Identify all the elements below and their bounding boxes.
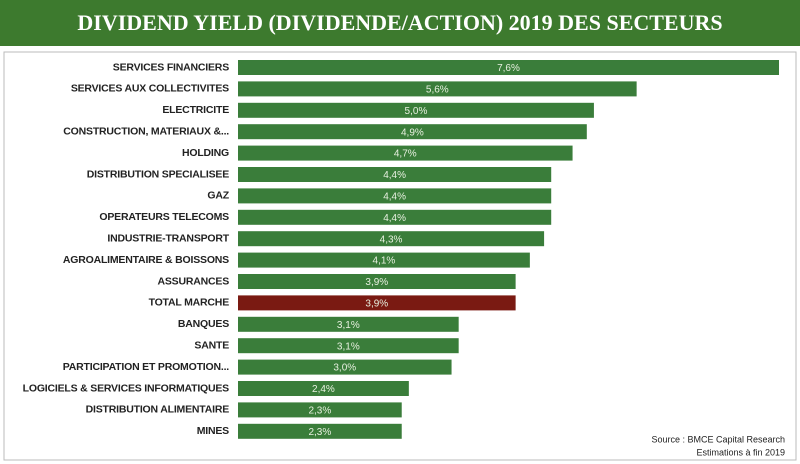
value-label: 3,1% <box>337 320 360 331</box>
bar <box>238 209 552 225</box>
value-label: 4,4% <box>383 192 406 203</box>
category-label: ASSURANCES <box>157 275 229 287</box>
category-label: GAZ <box>207 190 229 202</box>
bar <box>238 381 409 396</box>
value-label: 4,1% <box>373 256 396 267</box>
category-label: SERVICES AUX COLLECTIVITES <box>71 83 229 95</box>
bar <box>238 274 516 289</box>
value-label: 5,6% <box>426 85 449 96</box>
bar <box>238 102 594 118</box>
source-note: Estimations à fin 2019 <box>696 447 785 457</box>
value-label: 4,9% <box>401 127 424 138</box>
bar <box>238 402 402 418</box>
category-label: LOGICIELS & SERVICES INFORMATIQUES <box>23 382 230 394</box>
value-label: 3,0% <box>333 363 356 374</box>
category-label: OPERATEURS TELECOMS <box>99 211 229 223</box>
value-label: 3,9% <box>365 299 388 310</box>
category-label: MINES <box>197 425 229 437</box>
value-label: 3,9% <box>365 277 388 288</box>
value-label: 4,4% <box>383 170 406 181</box>
value-label: 7,6% <box>497 63 520 74</box>
category-label: PARTICIPATION ET PROMOTION... <box>63 361 230 373</box>
category-label: TOTAL MARCHE <box>149 297 230 309</box>
chart-title: DIVIDEND YIELD (DIVIDENDE/ACTION) 2019 D… <box>77 10 722 35</box>
bar <box>238 316 459 332</box>
category-label: SERVICES FINANCIERS <box>113 61 229 73</box>
value-label: 5,0% <box>405 106 428 117</box>
title-band <box>0 0 800 46</box>
category-label: HOLDING <box>182 147 229 159</box>
frame <box>3 51 797 461</box>
bar <box>238 295 516 311</box>
bar <box>238 423 402 439</box>
bar <box>238 145 573 161</box>
value-label: 2,3% <box>308 406 331 417</box>
bar <box>238 124 587 140</box>
bar <box>238 167 552 182</box>
bar <box>238 188 552 204</box>
category-label: BANQUES <box>178 318 229 330</box>
value-label: 2,3% <box>308 427 331 438</box>
source-note: Source : BMCE Capital Research <box>651 434 785 444</box>
value-label: 4,4% <box>383 213 406 224</box>
value-label: 2,4% <box>312 384 335 395</box>
bar <box>238 252 530 268</box>
bar <box>238 359 452 375</box>
category-label: CONSTRUCTION, MATERIAUX &... <box>63 125 229 137</box>
category-label: DISTRIBUTION SPECIALISEE <box>87 168 229 180</box>
value-label: 4,7% <box>394 149 417 160</box>
bar <box>238 231 545 247</box>
bar <box>238 338 459 354</box>
value-label: 3,1% <box>337 341 360 352</box>
value-label: 4,3% <box>380 234 403 245</box>
category-label: ELECTRICITE <box>162 104 229 116</box>
bar <box>238 60 779 75</box>
bar <box>238 81 637 97</box>
category-label: DISTRIBUTION ALIMENTAIRE <box>86 404 230 416</box>
category-label: AGROALIMENTAIRE & BOISSONS <box>63 254 229 266</box>
category-label: INDUSTRIE-TRANSPORT <box>107 232 229 244</box>
category-label: SANTE <box>194 339 229 351</box>
